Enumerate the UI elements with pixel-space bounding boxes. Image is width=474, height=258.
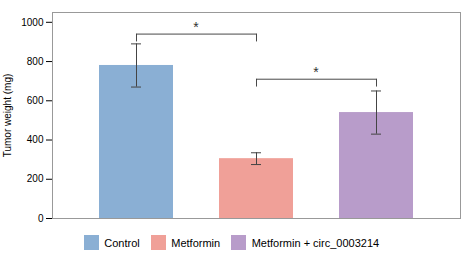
svg-text:400: 400 [27, 134, 44, 145]
svg-text:600: 600 [27, 95, 44, 106]
svg-text:*: * [193, 19, 199, 35]
svg-text:200: 200 [27, 173, 44, 184]
html-text:Metformin + circ_0003214: Metformin + circ_0003214 [251, 236, 380, 249]
svg-text:*: * [313, 64, 319, 80]
svg-text:Tumor weight (mg): Tumor weight (mg) [2, 74, 13, 158]
html-text:Control: Control [104, 236, 140, 249]
svg-text:1000: 1000 [21, 17, 44, 28]
svg-text:0: 0 [38, 213, 44, 224]
svg-text:800: 800 [27, 56, 44, 67]
html-text:Metformin: Metformin [171, 236, 221, 249]
